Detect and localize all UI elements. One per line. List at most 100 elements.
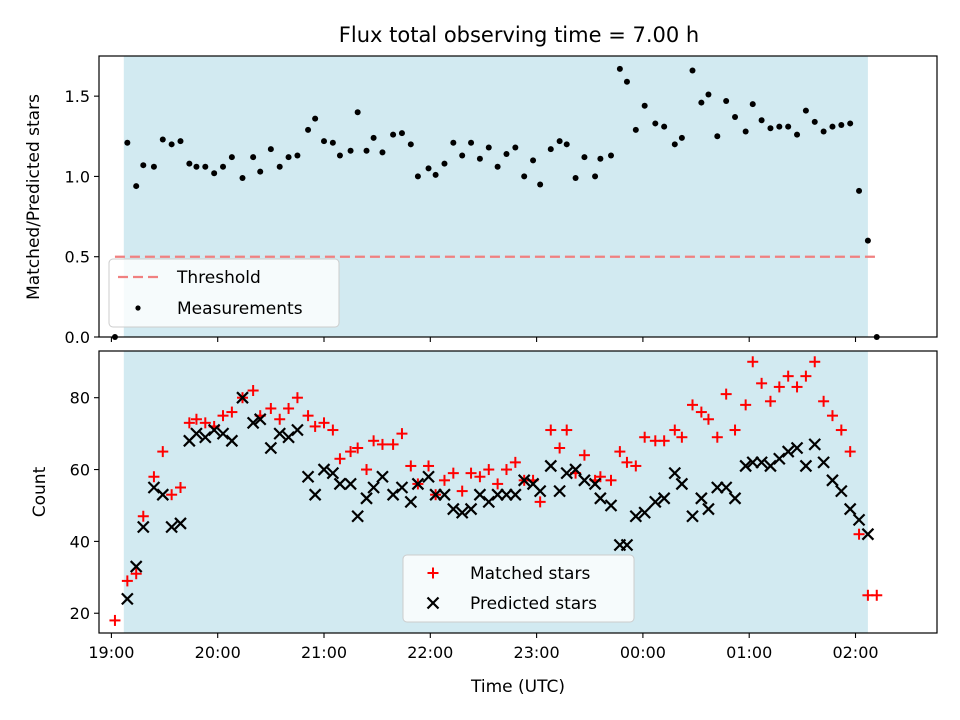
measurement-point <box>632 126 639 133</box>
predicted-star-point <box>326 466 340 480</box>
predicted-star-point <box>533 484 547 498</box>
measurement-point <box>305 126 312 133</box>
matched-star-point <box>740 399 752 411</box>
matched-star-point <box>676 431 688 443</box>
predicted-star-point <box>861 527 875 541</box>
predicted-star-point <box>207 423 221 437</box>
predicted-star-point <box>344 477 357 491</box>
measurement-point <box>450 139 457 146</box>
predicted-star-point <box>553 484 566 498</box>
measurement-point <box>294 152 301 159</box>
matched-star-point <box>447 467 459 479</box>
matched-star-point <box>594 471 606 483</box>
legend-x-marker <box>426 596 440 610</box>
matched-star-point <box>265 402 277 414</box>
measurement-point <box>124 139 131 146</box>
predicted-star-point <box>308 488 322 501</box>
matched-star-point <box>756 377 768 389</box>
measurement-point <box>220 163 227 170</box>
predicted-star-point <box>216 427 230 440</box>
predicted-star-point <box>728 492 742 505</box>
legend-matched-label: Matched stars <box>470 564 590 584</box>
matched-star-point <box>130 568 142 580</box>
predicted-star-point <box>843 502 857 516</box>
measurement-point <box>661 123 668 130</box>
measurement-point <box>150 163 157 170</box>
matched-star-point <box>492 478 504 490</box>
measurement-point <box>459 152 466 159</box>
predicted-star-point <box>376 470 389 484</box>
matched-star-point <box>396 428 408 440</box>
matched-star-point <box>291 392 303 404</box>
measurement-point <box>652 120 659 127</box>
matched-star-point <box>217 410 229 422</box>
predicted-star-point <box>517 474 531 487</box>
measurement-point <box>641 102 648 109</box>
predicted-star-point <box>273 427 286 440</box>
predicted-star-point <box>739 459 752 473</box>
predicted-star-point <box>560 466 573 480</box>
x-tick-label: 01:00 <box>726 643 772 662</box>
predicted-star-point <box>638 506 651 519</box>
measurement-point <box>321 138 328 145</box>
matched-star-point <box>423 460 435 472</box>
measurement-point <box>547 146 554 153</box>
predicted-star-point <box>404 495 418 509</box>
measurement-point <box>572 175 579 182</box>
measurement-point <box>847 120 854 127</box>
matched-star-point <box>183 417 195 429</box>
predicted-star-point <box>236 391 249 404</box>
measurement-point <box>329 139 336 146</box>
predicted-star-point <box>455 506 469 519</box>
measurement-point <box>521 173 528 180</box>
matched-star-point <box>352 442 364 454</box>
matched-star-point <box>121 575 133 587</box>
measurement-point <box>530 157 537 164</box>
predicted-star-point <box>588 477 602 491</box>
matched-star-point <box>309 420 321 432</box>
y-tick-label: 1.5 <box>65 87 90 106</box>
bottom-panel: 19:00 20:00 21:00 22:00 23:00 00:00 01:00 02:00… <box>30 350 938 697</box>
matched-star-point <box>166 489 178 501</box>
measurement-point <box>758 117 765 124</box>
matched-star-point <box>630 460 642 472</box>
x-tick-label: 23:00 <box>514 643 560 662</box>
predicted-star-point <box>578 474 591 487</box>
predicted-star-point <box>282 430 295 444</box>
predicted-star-point <box>594 492 607 505</box>
predicted-star-point <box>620 538 634 552</box>
top-panel: 0.0 0.5 1.0 1.5 Matched/Predicted stars Thr… <box>24 55 938 347</box>
matched-star-point <box>199 417 211 429</box>
predicted-star-point <box>817 456 830 469</box>
measurement-point <box>698 99 705 106</box>
measurement-point <box>211 170 218 177</box>
matched-star-point <box>387 438 399 450</box>
matched-star-point <box>578 449 590 461</box>
measurement-point <box>159 136 166 143</box>
measurement-point <box>168 141 175 148</box>
predicted-star-point <box>129 560 143 573</box>
y-tick-label: 40 <box>70 532 90 551</box>
matched-star-point <box>345 446 357 458</box>
measurement-point <box>597 155 604 162</box>
matched-star-point <box>247 385 259 397</box>
matched-star-point <box>818 395 830 407</box>
predicted-star-point <box>156 488 170 501</box>
matched-star-point <box>456 485 468 497</box>
predicted-star-point <box>675 477 689 491</box>
matched-star-point <box>720 388 732 400</box>
measurement-point <box>856 187 863 194</box>
predicted-stars-points <box>121 391 875 606</box>
predicted-star-point <box>764 459 777 473</box>
measurement-point <box>414 173 421 180</box>
matched-star-point <box>695 406 707 418</box>
legend-measurements-swatch <box>135 305 141 311</box>
matched-star-point <box>438 474 450 486</box>
measurement-point <box>820 128 827 135</box>
measurement-point <box>623 78 630 85</box>
legend-predicted-label: Predicted stars <box>470 594 597 614</box>
predicted-star-point <box>447 502 460 516</box>
predicted-star-point <box>799 459 813 473</box>
measurement-point <box>714 133 721 140</box>
predicted-star-point <box>317 463 331 476</box>
